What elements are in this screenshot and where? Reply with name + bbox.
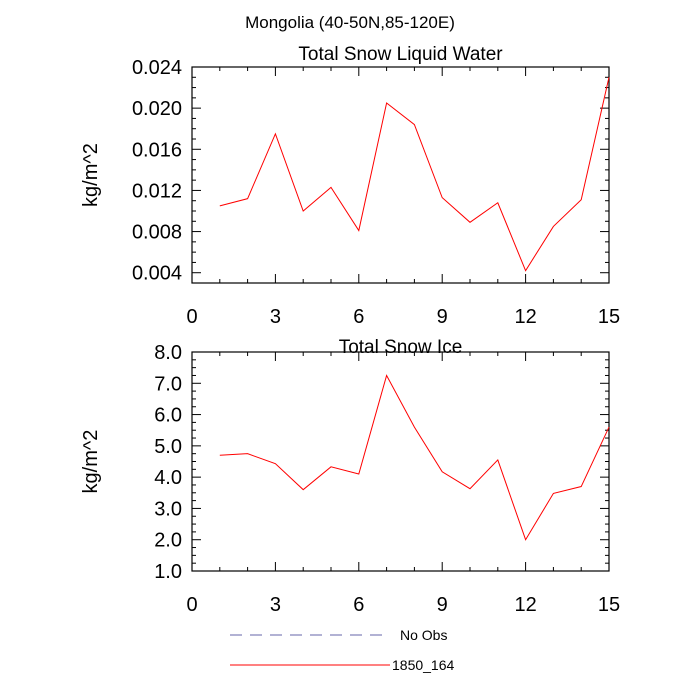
series-line (219, 77, 610, 272)
y-tick-label: 6.0 (154, 405, 182, 427)
y-tick-label: 0.004 (132, 263, 182, 285)
y-tick-label: 4.0 (154, 467, 182, 489)
legend-label: No Obs (400, 627, 447, 643)
series-line (219, 374, 610, 541)
chart-title: Total Snow Ice (339, 337, 463, 358)
x-tick-label: 6 (353, 306, 364, 328)
panels-group: Total Snow Liquid Water 0 3 6 9 12 15 0.004 0.00… (80, 44, 620, 616)
y-axis-label: kg/m^2 (80, 430, 102, 494)
plot-frame (191, 351, 610, 572)
x-tick-label: 9 (437, 594, 448, 616)
y-tick-label: 7.0 (154, 373, 182, 395)
y-tick-label: 3.0 (154, 498, 182, 520)
figure-suptitle: Mongolia (40-50N,85-120E) (245, 13, 455, 32)
y-tick-label: 2.0 (154, 530, 182, 552)
y-tick-label: 0.016 (132, 139, 182, 161)
y-tick-label: 0.020 (132, 98, 182, 120)
y-tick-label: 0.024 (132, 57, 182, 79)
x-tick-label: 0 (186, 306, 197, 328)
x-tick-label: 3 (270, 594, 281, 616)
chart-title: Total Snow Liquid Water (298, 44, 503, 65)
x-tick-label: 9 (437, 306, 448, 328)
y-tick-label: 5.0 (154, 436, 182, 458)
y-axis-label: kg/m^2 (80, 143, 102, 207)
x-tick-label: 0 (186, 594, 197, 616)
legend: No Obs 1850_164 (230, 627, 455, 673)
y-tick-label: 0.012 (132, 180, 182, 202)
chart-panel-2: Total Snow Ice 0 3 6 9 12 15 1.0 2.0 3.0 4.0 5.0 6.0… (80, 337, 620, 616)
x-tick-label: 12 (514, 594, 536, 616)
plot-frame (191, 66, 610, 284)
chart-panel-1: Total Snow Liquid Water 0 3 6 9 12 15 0.004 0.00… (80, 44, 620, 328)
y-tick-label: 1.0 (154, 561, 182, 583)
x-tick-label: 3 (270, 306, 281, 328)
y-tick-label: 0.008 (132, 222, 182, 244)
y-tick-label: 8.0 (154, 342, 182, 364)
legend-label: 1850_164 (392, 657, 455, 673)
x-tick-label: 6 (353, 594, 364, 616)
x-tick-label: 15 (598, 306, 620, 328)
x-tick-label: 12 (514, 306, 536, 328)
x-tick-label: 15 (598, 594, 620, 616)
